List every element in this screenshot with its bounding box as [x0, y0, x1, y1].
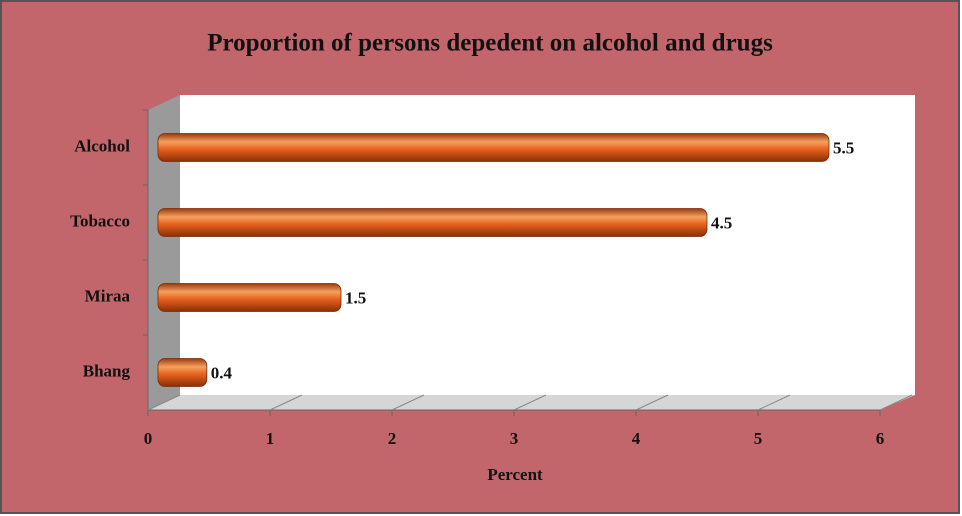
y-tick-label: Tobacco	[70, 211, 130, 230]
x-tick-label: 1	[266, 429, 275, 448]
side-wall	[148, 95, 180, 410]
x-tick-label: 6	[876, 429, 885, 448]
back-wall	[180, 95, 915, 395]
value-label: 4.5	[711, 213, 732, 232]
chart-title: Proportion of persons depedent on alcoho…	[207, 30, 773, 57]
value-label: 1.5	[345, 288, 366, 307]
bar	[157, 133, 830, 162]
floor-grid-line	[879, 394, 913, 411]
bar	[157, 208, 708, 237]
x-tick-label: 0	[144, 429, 153, 448]
bar	[157, 358, 208, 387]
y-tick-label: Bhang	[83, 361, 131, 380]
floor-grid-line	[635, 394, 669, 411]
value-label: 5.5	[833, 138, 854, 157]
floor-grid-line	[513, 394, 547, 411]
floor	[148, 395, 915, 410]
x-tick-label: 5	[754, 429, 763, 448]
y-tick-label: Alcohol	[74, 136, 130, 155]
y-tick-label: Miraa	[85, 286, 131, 305]
floor-grid-line	[391, 394, 425, 411]
x-tick-label: 4	[632, 429, 641, 448]
bar	[157, 283, 342, 312]
x-tick-label: 2	[388, 429, 397, 448]
value-label: 0.4	[211, 363, 233, 382]
floor-grid-line	[147, 394, 181, 411]
floor-grid-line	[269, 394, 303, 411]
x-axis-label: Percent	[487, 465, 543, 484]
x-tick-label: 3	[510, 429, 519, 448]
floor-grid-line	[757, 394, 791, 411]
